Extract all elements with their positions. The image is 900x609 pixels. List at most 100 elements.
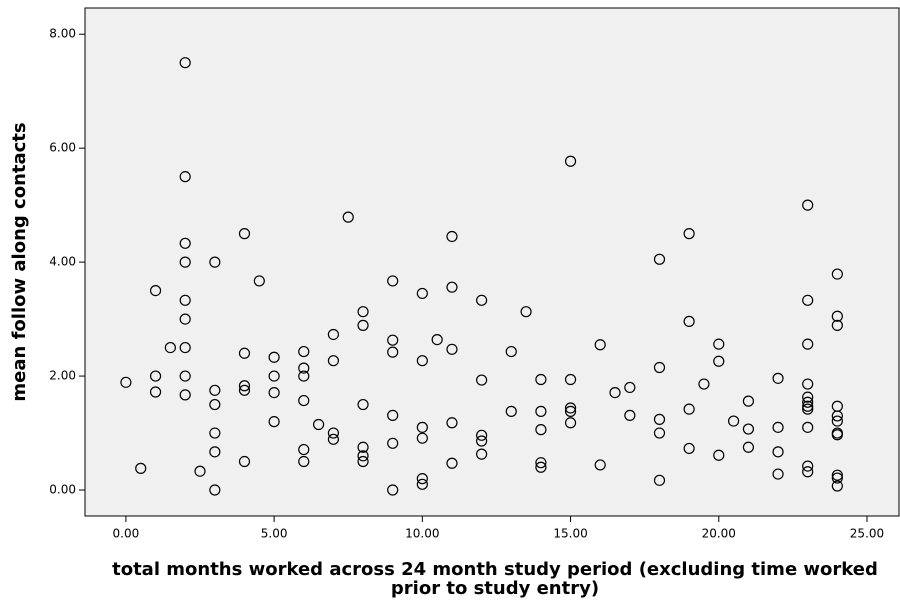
point — [298, 345, 310, 358]
point — [387, 484, 399, 496]
point — [831, 429, 843, 441]
point — [387, 437, 399, 449]
point — [209, 446, 221, 458]
point — [298, 370, 310, 382]
point — [298, 362, 310, 374]
point — [802, 403, 814, 415]
point — [268, 351, 280, 363]
point — [698, 378, 710, 390]
point — [476, 429, 488, 441]
point — [742, 441, 755, 453]
y-tick-label: 2.00 — [49, 369, 76, 383]
point — [179, 171, 191, 183]
point — [179, 256, 191, 268]
point — [209, 256, 221, 268]
point — [357, 441, 369, 453]
point — [387, 346, 399, 358]
point — [505, 405, 517, 417]
point — [149, 285, 162, 297]
point — [416, 432, 428, 444]
point — [802, 199, 814, 211]
point — [653, 427, 666, 439]
point — [802, 400, 814, 412]
point — [802, 460, 814, 472]
point — [446, 281, 458, 293]
point — [209, 427, 221, 439]
point — [476, 294, 488, 306]
point — [520, 306, 532, 318]
point — [653, 253, 666, 265]
point — [416, 478, 428, 490]
point — [683, 442, 695, 455]
point — [149, 386, 162, 398]
x-tick-label: 0.00 — [113, 527, 140, 541]
point — [298, 443, 310, 456]
point — [357, 398, 369, 411]
point — [416, 355, 428, 367]
point — [802, 338, 814, 350]
point — [831, 415, 843, 427]
y-tick-label: 6.00 — [49, 141, 76, 155]
point — [683, 228, 695, 240]
point — [653, 361, 666, 374]
point — [831, 310, 843, 322]
point — [831, 469, 843, 481]
point — [564, 402, 577, 414]
point — [179, 57, 191, 69]
point — [357, 450, 369, 462]
point — [268, 386, 280, 399]
point — [164, 341, 176, 354]
point — [505, 345, 517, 358]
point — [357, 306, 369, 318]
point — [298, 394, 310, 407]
point — [683, 403, 695, 415]
point — [120, 376, 132, 388]
point — [742, 423, 755, 435]
point — [535, 373, 547, 386]
x-tick-label: 15.00 — [553, 527, 587, 541]
point — [772, 468, 784, 480]
point — [742, 395, 755, 407]
point — [135, 462, 147, 474]
point — [431, 334, 443, 346]
point — [342, 211, 354, 223]
point — [179, 370, 191, 382]
point — [802, 466, 814, 478]
point — [327, 355, 340, 367]
point — [683, 315, 695, 327]
point — [238, 380, 251, 392]
point — [564, 417, 577, 429]
point — [535, 461, 547, 473]
point — [268, 416, 280, 428]
point — [831, 480, 843, 492]
point — [802, 396, 814, 408]
point — [238, 347, 251, 359]
point — [772, 446, 784, 458]
point — [179, 389, 191, 401]
point — [416, 421, 428, 433]
point — [772, 421, 784, 433]
x-tick-label: 10.00 — [405, 527, 439, 541]
point — [179, 237, 191, 249]
point — [476, 448, 488, 460]
point — [564, 155, 577, 167]
point — [802, 294, 814, 306]
point — [446, 417, 458, 429]
plot-area — [84, 7, 900, 517]
y-tick-label: 8.00 — [49, 27, 76, 41]
x-axis-label: total months worked across 24 month stud… — [112, 559, 878, 599]
point — [238, 455, 251, 468]
point — [327, 328, 340, 341]
point — [535, 424, 547, 436]
point — [446, 343, 458, 355]
point — [624, 381, 636, 394]
point — [194, 465, 206, 477]
point — [387, 334, 399, 346]
x-tick-label: 25.00 — [850, 527, 884, 541]
point — [253, 275, 265, 287]
point — [727, 415, 740, 427]
point — [446, 230, 458, 243]
point — [209, 398, 221, 411]
point — [594, 459, 606, 471]
